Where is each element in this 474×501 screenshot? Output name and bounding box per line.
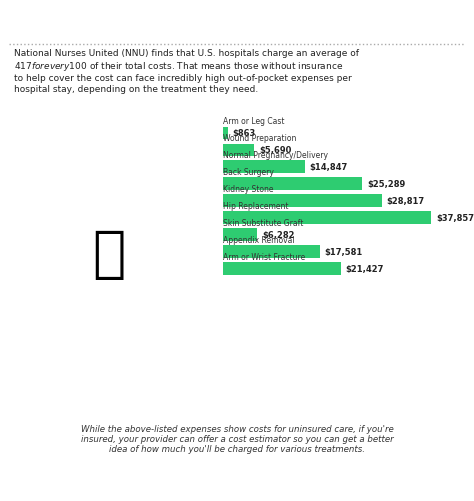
Text: $5,690: $5,690 xyxy=(259,146,291,155)
Text: UNINSURED HOSPITAL BILLS: BY THE NUMBERS: UNINSURED HOSPITAL BILLS: BY THE NUMBERS xyxy=(41,14,433,29)
Text: Appendix Removal: Appendix Removal xyxy=(223,235,294,244)
Text: 🏥: 🏥 xyxy=(92,227,126,281)
Text: $37,857: $37,857 xyxy=(436,213,474,222)
Text: $17,581: $17,581 xyxy=(324,247,363,257)
Text: Skin Substitute Graft: Skin Substitute Graft xyxy=(223,218,303,227)
Text: Kidney Stone: Kidney Stone xyxy=(223,185,273,194)
Text: $14,847: $14,847 xyxy=(310,163,347,172)
FancyBboxPatch shape xyxy=(223,212,431,224)
Text: Hip Replacement: Hip Replacement xyxy=(223,201,288,210)
Text: Arm or Wrist Fracture: Arm or Wrist Fracture xyxy=(223,253,305,262)
Text: $863: $863 xyxy=(232,129,255,138)
Text: National Nurses United (NNU) finds that U.S. hospitals charge an average of
$417: National Nurses United (NNU) finds that … xyxy=(14,49,359,94)
FancyBboxPatch shape xyxy=(223,161,305,173)
FancyBboxPatch shape xyxy=(223,246,319,258)
Text: $28,817: $28,817 xyxy=(386,197,424,205)
Text: National Nurses United (NNU) finds that U.S. hospitals charge an average of
$417: National Nurses United (NNU) finds that … xyxy=(0,500,1,501)
FancyBboxPatch shape xyxy=(223,195,382,207)
FancyBboxPatch shape xyxy=(223,178,362,190)
Text: Wound Preparation: Wound Preparation xyxy=(223,134,296,143)
Text: Normal Pregnancy/Delivery: Normal Pregnancy/Delivery xyxy=(223,151,328,160)
Text: Arm or Leg Cast: Arm or Leg Cast xyxy=(223,117,284,126)
Text: $21,427: $21,427 xyxy=(346,265,384,274)
Text: $25,289: $25,289 xyxy=(367,180,405,189)
FancyBboxPatch shape xyxy=(223,127,228,140)
FancyBboxPatch shape xyxy=(223,229,257,241)
Text: $6,282: $6,282 xyxy=(262,230,295,239)
Text: While the above-listed expenses show costs for uninsured care, if you're
insured: While the above-listed expenses show cos… xyxy=(81,424,393,453)
FancyBboxPatch shape xyxy=(223,144,254,156)
Text: Back Surgery: Back Surgery xyxy=(223,168,273,177)
FancyBboxPatch shape xyxy=(223,263,341,275)
Text: National Nurses United (NNU) finds that U.S. hospitals charge an average of
$417: National Nurses United (NNU) finds that … xyxy=(14,48,359,92)
